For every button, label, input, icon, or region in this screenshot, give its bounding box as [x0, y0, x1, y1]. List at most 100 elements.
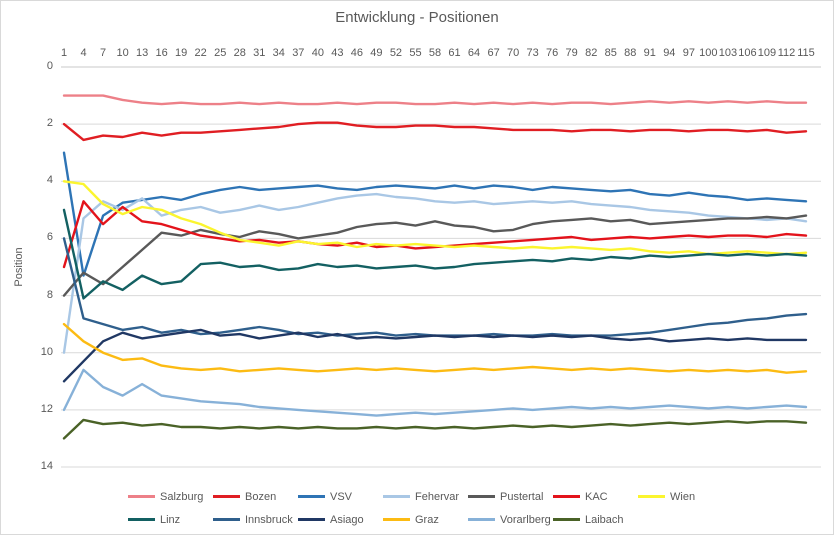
legend-swatch-icon [468, 518, 495, 521]
legend-item-graz: Graz [383, 513, 439, 526]
y-tick-label: 6 [46, 231, 53, 244]
legend-swatch-icon [128, 518, 155, 521]
legend-label: Wien [670, 490, 696, 503]
x-tick-label: 28 [233, 47, 246, 59]
series-line-salzburg [62, 94, 808, 106]
x-tick-label: 10 [116, 47, 129, 59]
legend-item-kac: KAC [553, 490, 608, 503]
x-tick-label: 91 [643, 47, 656, 59]
y-tick-label: 0 [46, 60, 53, 72]
x-tick-label: 106 [738, 47, 757, 59]
x-tick-label: 79 [565, 47, 578, 59]
x-tick-label: 40 [311, 47, 324, 59]
series-line-vsv [62, 151, 808, 277]
legend-label: Pustertal [500, 490, 544, 503]
y-tick-label: 4 [46, 174, 53, 187]
legend-swatch-icon [553, 518, 580, 521]
x-tick-label: 49 [370, 47, 383, 59]
x-tick-label: 7 [99, 47, 107, 59]
legend-swatch-icon [553, 495, 580, 498]
x-tick-label: 1 [60, 47, 68, 59]
x-tick-label: 58 [428, 47, 442, 59]
legend-item-bozen: Bozen [213, 490, 276, 503]
legend-label: VSV [330, 490, 353, 503]
x-tick-label: 25 [214, 47, 227, 59]
legend-swatch-icon [128, 495, 155, 498]
y-tick-label: 8 [46, 288, 53, 301]
legend-label: Vorarlberg [500, 513, 551, 526]
legend-label: Salzburg [160, 490, 204, 503]
series-line-laibach [62, 418, 808, 440]
series-line-asiago [62, 328, 808, 383]
series-line-kac [62, 200, 808, 269]
x-tick-label: 13 [135, 47, 149, 59]
series-line-fehervar [62, 192, 808, 354]
x-tick-label: 34 [272, 47, 285, 59]
series-line-graz [62, 322, 808, 374]
legend-label: Laibach [585, 513, 624, 526]
x-tick-label: 19 [175, 47, 188, 59]
x-tick-label: 4 [80, 47, 87, 59]
series-line-pustertal [62, 214, 808, 297]
legend-item-wien: Wien [638, 490, 695, 503]
x-tick-label: 82 [585, 47, 598, 59]
x-tick-label: 76 [546, 47, 559, 59]
x-tick-label: 61 [448, 47, 461, 59]
legend-swatch-icon [383, 518, 410, 521]
y-tick-label: 12 [40, 402, 53, 415]
legend-item-pustertal: Pustertal [468, 490, 543, 503]
x-tick-label: 112 [777, 47, 796, 59]
legend-label: Fehervar [415, 490, 460, 503]
legend-item-laibach: Laibach [553, 513, 624, 526]
legend-item-fehervar: Fehervar [383, 490, 459, 503]
legend-label: Graz [415, 513, 439, 526]
chart-title: Entwicklung - Positionen [335, 9, 499, 26]
x-tick-label: 67 [487, 47, 500, 59]
legend-swatch-icon [213, 495, 240, 498]
legend-swatch-icon [298, 518, 325, 521]
x-tick-label: 37 [292, 47, 305, 59]
x-tick-label: 31 [253, 47, 266, 59]
legend-swatch-icon [298, 495, 325, 498]
legend-swatch-icon [213, 518, 240, 521]
legend-label: KAC [585, 490, 608, 503]
legend-label: Innsbruck [245, 513, 293, 526]
legend-item-linz: Linz [128, 513, 180, 526]
x-tick-label: 22 [194, 47, 207, 59]
legend-item-salzburg: Salzburg [128, 490, 203, 503]
legend-swatch-icon [383, 495, 410, 498]
legend-item-vsv: VSV [298, 490, 352, 503]
y-tick-label: 10 [40, 345, 53, 358]
y-tick-label: 14 [40, 460, 53, 472]
series-line-wien [62, 180, 808, 256]
legend-item-vorarlberg: Vorarlberg [468, 513, 551, 526]
x-tick-label: 73 [526, 47, 539, 59]
legend-item-asiago: Asiago [298, 513, 364, 526]
x-tick-label: 115 [797, 47, 815, 59]
x-tick-label: 88 [624, 47, 637, 59]
x-tick-label: 46 [350, 47, 364, 59]
x-tick-label: 94 [663, 47, 676, 59]
x-tick-label: 97 [682, 47, 695, 59]
legend-label: Linz [160, 513, 181, 526]
series-line-innsbruck [62, 237, 808, 337]
x-tick-label: 70 [506, 47, 520, 59]
x-tick-label: 16 [155, 47, 168, 59]
series-line-linz [62, 208, 808, 300]
y-axis-title: Position [13, 247, 25, 287]
x-tick-label: 103 [718, 47, 738, 59]
x-tick-label: 52 [389, 47, 403, 59]
x-tick-label: 55 [409, 47, 422, 59]
x-tick-label: 85 [604, 47, 617, 59]
y-tick-label: 2 [46, 117, 53, 130]
x-tick-label: 109 [757, 47, 777, 59]
x-tick-label: 43 [331, 47, 344, 59]
series-line-vorarlberg [62, 368, 808, 417]
legend-item-innsbruck: Innsbruck [213, 513, 293, 526]
x-tick-label: 64 [467, 47, 481, 59]
legend-label: Bozen [245, 490, 277, 503]
series-line-bozen [62, 121, 808, 142]
x-tick-label: 100 [699, 47, 718, 59]
legend-swatch-icon [638, 495, 665, 498]
